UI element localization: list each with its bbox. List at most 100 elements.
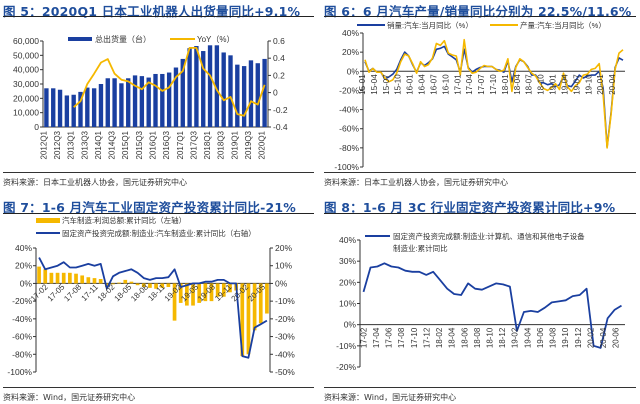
fig7-profit-bar — [203, 283, 208, 302]
fig5-right-axis-tick-label: 0.2 — [273, 70, 285, 80]
fig5-bar — [105, 78, 110, 127]
fig7-profit-bar — [68, 272, 72, 284]
fig6-x-tick-label: 18-10 — [537, 74, 546, 95]
fig6-x-tick-label: 17-10 — [489, 74, 498, 95]
fig7-profit-bar — [265, 283, 269, 314]
fig7-profit-bar — [111, 283, 115, 285]
fig5-bar — [173, 67, 179, 127]
fig5-x-tick-label: 2016Q3 — [162, 130, 171, 159]
figure-7-source: 资料来源：Wind，国元证券研究中心 — [3, 393, 136, 402]
fig5-x-tick-label: 2012Q3 — [53, 130, 62, 159]
fig7-right-axis-tick-label: 20% — [275, 243, 292, 253]
fig8-x-tick-label: 17-02 — [359, 327, 368, 348]
fig7-legend-label: 固定资产投资完成额:制造业:汽车制造业:累计同比（右轴） — [62, 228, 256, 238]
footer-divider — [3, 172, 314, 173]
fig7-profit-bar — [117, 282, 121, 284]
fig5-x-tick-label: 2012Q1 — [39, 130, 48, 159]
fig8-y-axis-tick-label: 0% — [344, 320, 357, 330]
fig6-x-tick-label: 16-04 — [418, 74, 427, 95]
fig7-right-axis-tick-label: 10% — [275, 261, 292, 271]
fig5-bar — [194, 46, 199, 128]
fig6-x-tick-label: 19-10 — [584, 74, 593, 95]
fig8-x-tick-label: 17-10 — [410, 327, 419, 348]
fig5-bar — [64, 95, 70, 127]
fig6-y-axis-tick-label: 0% — [347, 66, 360, 76]
fig5-legend-label: 总出货量（台） — [95, 34, 151, 44]
fig5-bar — [160, 73, 165, 127]
fig7-right-axis-tick-label: -10% — [275, 296, 295, 306]
fig6-production-line — [364, 38, 624, 149]
fig5-x-tick-label: 2013Q3 — [80, 130, 89, 159]
fig5-bar — [44, 88, 49, 127]
fig8-y-axis-tick-label: 20% — [339, 277, 356, 287]
fig7-profit-bar — [240, 283, 245, 357]
fig6-x-tick-label: 15-01 — [358, 74, 367, 95]
fig7-profit-bar — [37, 266, 41, 284]
fig7-right-axis-tick-label: -20% — [275, 314, 295, 324]
fig7-profit-bar — [80, 275, 85, 284]
fig7-profit-bar — [166, 283, 171, 287]
fig8-investment-line — [362, 262, 622, 349]
fig5-bar — [91, 88, 97, 127]
fig8-x-tick-label: 18-10 — [486, 327, 495, 348]
fig5-bar — [187, 48, 192, 127]
fig7-right-axis-tick-label: 0% — [275, 278, 288, 288]
fig7-x-tick-label: 18-02 — [96, 282, 117, 303]
fig6-x-tick-label: 18-01 — [501, 74, 510, 95]
fig5-bar — [71, 94, 76, 127]
fig7-profit-bar — [209, 283, 214, 302]
fig6-x-tick-label: 19-07 — [572, 74, 581, 95]
fig6-y-axis-tick-label: 20% — [342, 47, 359, 57]
fig7-profit-bar — [55, 272, 60, 284]
fig7-left-axis-tick-label: -20% — [12, 296, 32, 306]
fig5-right-axis-tick-label: 0.4 — [273, 53, 285, 63]
fig8-legend-label: 固定资产投资完成额:制造业:计算机、通信和其他电子设备 — [393, 231, 585, 241]
fig5-left-axis-tick-label: 60,000 — [13, 36, 39, 46]
fig8-x-tick-label: 19-08 — [549, 327, 558, 348]
title-divider — [324, 16, 636, 17]
fig7-profit-bar — [129, 281, 134, 284]
fig7-left-axis-tick-label: -40% — [12, 314, 32, 324]
fig7-investment-line — [38, 257, 268, 359]
fig5-x-tick-label: 2019Q3 — [244, 130, 253, 159]
fig5-bar — [228, 55, 233, 128]
fig5-x-tick-label: 2015Q3 — [135, 130, 144, 159]
fig6-legend-label: 产量:汽车:当月同比（%） — [520, 20, 606, 30]
fig7-profit-bar — [197, 283, 202, 303]
fig7-profit-bar — [141, 283, 146, 287]
fig5-x-tick-label: 2017Q3 — [189, 130, 198, 159]
fig7-left-axis-tick-label: 20% — [15, 261, 32, 271]
fig5-bar — [51, 88, 56, 127]
fig8-x-tick-label: 20-06 — [612, 327, 621, 348]
fig5-x-tick-label: 2020Q1 — [258, 130, 267, 159]
fig6-y-axis-tick-label: 40% — [342, 28, 359, 38]
fig5-bar — [153, 73, 158, 127]
fig7-profit-bar — [246, 283, 251, 355]
fig7-profit-bar — [98, 279, 103, 284]
fig5-left-axis-tick-label: 50,000 — [13, 50, 39, 60]
figure-6-source: 资料来源：日本工业机器人协会，国元证券研究中心 — [324, 178, 508, 187]
fig6-legend-label: 销量:汽车:当月同比（%） — [387, 20, 473, 30]
fig7-profit-bar — [86, 277, 91, 284]
fig7-left-axis-tick-label: -80% — [12, 349, 32, 359]
fig7-left-axis-tick-label: 0% — [20, 278, 33, 288]
fig5-x-tick-label: 2017Q1 — [176, 130, 185, 159]
fig5-bar — [146, 77, 151, 127]
fig5-bar — [78, 91, 83, 127]
fig5-bar — [255, 63, 260, 127]
fig6-x-tick-label: 15-04 — [370, 74, 379, 95]
figure-5-title: 图 5：2020Q1 日本工业机器人出货量同比+9.1% — [3, 4, 301, 19]
figure-7-title: 图 7：1-6 月汽车工业固定资产投资累计同比-21% — [3, 200, 296, 215]
fig5-bar — [166, 72, 172, 127]
fig7-right-axis-tick-label: -40% — [275, 349, 295, 359]
fig6-x-tick-label: 18-07 — [525, 74, 534, 95]
fig7-profit-bar — [258, 283, 263, 324]
fig6-y-axis-tick-label: -100% — [334, 162, 359, 172]
fig6-x-tick-label: 15-07 — [382, 74, 391, 95]
fig5-bar — [57, 89, 63, 127]
fig5-x-tick-label: 2013Q1 — [67, 130, 76, 159]
fig5-legend-bar-swatch — [68, 37, 92, 41]
fig7-profit-bar — [49, 272, 54, 284]
fig7-profit-bar — [185, 283, 189, 306]
fig7-x-tick-label: 17-02 — [29, 282, 50, 303]
